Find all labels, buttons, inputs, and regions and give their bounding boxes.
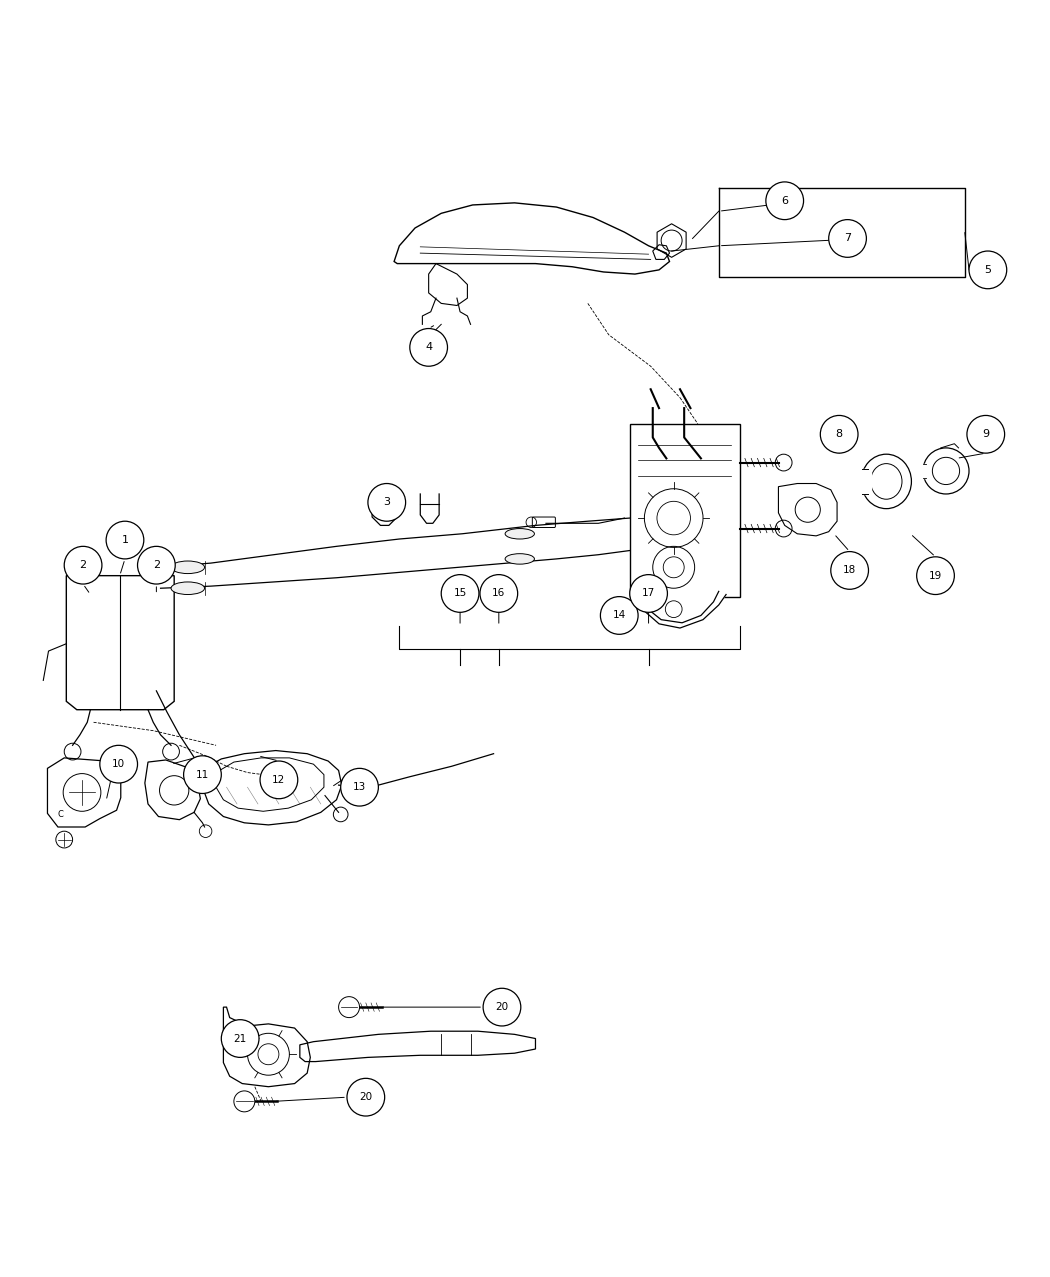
- Ellipse shape: [171, 561, 205, 573]
- Circle shape: [234, 1091, 255, 1112]
- Circle shape: [338, 996, 359, 1018]
- Circle shape: [100, 746, 138, 783]
- Text: 21: 21: [233, 1033, 247, 1043]
- Polygon shape: [635, 595, 726, 628]
- Text: 17: 17: [642, 589, 655, 599]
- Circle shape: [184, 756, 222, 793]
- Text: 14: 14: [612, 610, 626, 621]
- Text: 12: 12: [272, 775, 286, 785]
- Circle shape: [441, 575, 479, 612]
- Circle shape: [967, 415, 1005, 453]
- Text: 7: 7: [844, 234, 852, 244]
- Circle shape: [260, 761, 298, 798]
- Polygon shape: [921, 464, 928, 479]
- Ellipse shape: [505, 554, 534, 564]
- Circle shape: [917, 557, 954, 595]
- Text: 11: 11: [196, 770, 209, 780]
- Circle shape: [138, 547, 175, 584]
- Text: 9: 9: [982, 429, 989, 439]
- Circle shape: [666, 600, 683, 618]
- Circle shape: [346, 1078, 384, 1116]
- Text: C: C: [58, 810, 64, 819]
- Text: 4: 4: [425, 342, 433, 352]
- Text: 2: 2: [153, 561, 160, 571]
- Text: 15: 15: [454, 589, 466, 599]
- Text: 20: 20: [496, 1002, 508, 1013]
- Text: 8: 8: [836, 429, 843, 439]
- Text: 3: 3: [383, 497, 391, 507]
- Text: 20: 20: [359, 1092, 373, 1102]
- Text: 2: 2: [80, 561, 87, 571]
- Circle shape: [820, 415, 858, 453]
- Text: 18: 18: [843, 566, 856, 576]
- Circle shape: [480, 575, 518, 612]
- Circle shape: [828, 220, 866, 257]
- Circle shape: [831, 552, 868, 589]
- Circle shape: [630, 575, 668, 612]
- Circle shape: [601, 596, 638, 635]
- Ellipse shape: [505, 529, 534, 539]
- Text: 6: 6: [781, 195, 789, 206]
- FancyBboxPatch shape: [630, 424, 739, 596]
- Circle shape: [410, 328, 447, 366]
- Text: 5: 5: [984, 264, 991, 275]
- Circle shape: [106, 521, 144, 559]
- Ellipse shape: [171, 582, 205, 595]
- Circle shape: [340, 769, 378, 806]
- Circle shape: [483, 988, 521, 1025]
- Circle shape: [222, 1020, 259, 1057]
- Circle shape: [368, 484, 405, 521]
- Text: 1: 1: [122, 535, 128, 545]
- Text: 16: 16: [492, 589, 505, 599]
- Circle shape: [765, 181, 803, 220]
- Circle shape: [64, 547, 102, 584]
- Text: 10: 10: [112, 759, 125, 769]
- Circle shape: [969, 252, 1007, 289]
- Polygon shape: [860, 469, 870, 494]
- Text: 19: 19: [929, 571, 942, 581]
- Text: 13: 13: [353, 783, 366, 792]
